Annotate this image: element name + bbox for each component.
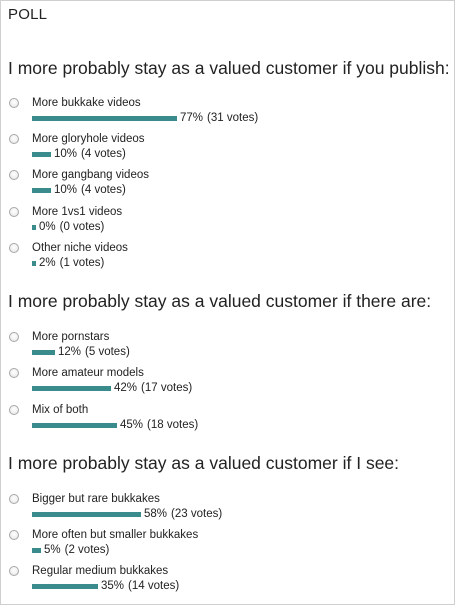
result-bar bbox=[32, 152, 51, 157]
poll-question-1: I more probably stay as a valued custome… bbox=[8, 58, 450, 78]
result-row: 2% (1 votes) bbox=[32, 257, 104, 270]
result-percent: 10% bbox=[54, 148, 78, 160]
radio-button[interactable] bbox=[9, 243, 19, 253]
result-percent: 12% bbox=[58, 346, 82, 358]
result-votes: (0 votes) bbox=[59, 221, 105, 233]
result-votes: (17 votes) bbox=[141, 382, 193, 394]
result-percent: 45% bbox=[120, 419, 144, 431]
result-bar bbox=[32, 386, 111, 391]
result-votes: (4 votes) bbox=[81, 184, 126, 196]
option-label[interactable]: More gangbang videos bbox=[32, 169, 149, 181]
result-votes: (14 votes) bbox=[128, 580, 180, 592]
poll-2-option-1: More pornstars 12% (5 votes) bbox=[1, 331, 454, 367]
result-percent: 77% bbox=[180, 112, 204, 124]
result-bar bbox=[32, 548, 41, 553]
radio-button[interactable] bbox=[9, 207, 19, 217]
result-percent: 0% bbox=[39, 221, 56, 233]
option-label[interactable]: Other niche videos bbox=[32, 242, 128, 254]
result-bar bbox=[32, 512, 141, 517]
poll-2-option-3: Mix of both 45% (18 votes) bbox=[1, 404, 454, 440]
poll-1-option-4: More 1vs1 videos 0% (0 votes) bbox=[1, 206, 454, 242]
poll-1-option-3: More gangbang videos 10% (4 votes) bbox=[1, 169, 454, 205]
result-percent: 42% bbox=[114, 382, 138, 394]
result-votes: (1 votes) bbox=[59, 257, 105, 269]
poll-2-option-2: More amateur models 42% (17 votes) bbox=[1, 367, 454, 403]
option-label[interactable]: More pornstars bbox=[32, 331, 110, 343]
poll-3-option-1: Bigger but rare bukkakes 58% (23 votes) bbox=[1, 493, 454, 529]
poll-question-2: I more probably stay as a valued custome… bbox=[8, 291, 432, 311]
option-label[interactable]: Bigger but rare bukkakes bbox=[32, 493, 160, 505]
result-percent: 10% bbox=[54, 184, 78, 196]
result-votes: (5 votes) bbox=[85, 346, 130, 358]
result-row: 12% (5 votes) bbox=[32, 346, 130, 359]
result-bar bbox=[32, 188, 51, 193]
option-label[interactable]: More often but smaller bukkakes bbox=[32, 529, 199, 541]
result-row: 0% (0 votes) bbox=[32, 221, 104, 234]
result-bar bbox=[32, 116, 177, 121]
result-bar bbox=[32, 225, 36, 230]
radio-button[interactable] bbox=[9, 98, 19, 108]
radio-button[interactable] bbox=[9, 368, 19, 378]
result-row: 5% (2 votes) bbox=[32, 544, 109, 557]
radio-button[interactable] bbox=[9, 405, 19, 415]
result-row: 10% (4 votes) bbox=[32, 184, 126, 197]
result-bar bbox=[32, 350, 55, 355]
result-percent: 58% bbox=[144, 508, 168, 520]
result-row: 42% (17 votes) bbox=[32, 382, 192, 395]
option-label[interactable]: More amateur models bbox=[32, 367, 144, 379]
poll-1-option-1: More bukkake videos 77% (31 votes) bbox=[1, 97, 454, 133]
result-votes: (4 votes) bbox=[81, 148, 126, 160]
result-percent: 35% bbox=[101, 580, 125, 592]
result-percent: 2% bbox=[39, 257, 56, 269]
result-votes: (23 votes) bbox=[171, 508, 223, 520]
radio-button[interactable] bbox=[9, 530, 19, 540]
radio-button[interactable] bbox=[9, 170, 19, 180]
poll-3-option-2: More often but smaller bukkakes 5% (2 vo… bbox=[1, 529, 454, 565]
radio-button[interactable] bbox=[9, 134, 19, 144]
option-label[interactable]: Mix of both bbox=[32, 404, 89, 416]
option-label[interactable]: More 1vs1 videos bbox=[32, 206, 123, 218]
result-bar bbox=[32, 584, 98, 589]
result-votes: (18 votes) bbox=[147, 419, 199, 431]
result-row: 45% (18 votes) bbox=[32, 419, 198, 432]
result-row: 77% (31 votes) bbox=[32, 112, 258, 125]
result-percent: 5% bbox=[44, 544, 61, 556]
result-row: 10% (4 votes) bbox=[32, 148, 126, 161]
option-label[interactable]: Regular medium bukkakes bbox=[32, 565, 169, 577]
result-bar bbox=[32, 423, 117, 428]
option-label[interactable]: More gloryhole videos bbox=[32, 133, 145, 145]
widget-title: POLL bbox=[8, 6, 48, 23]
poll-question-3: I more probably stay as a valued custome… bbox=[8, 453, 400, 473]
poll-1-option-5: Other niche videos 2% (1 votes) bbox=[1, 242, 454, 278]
poll-3-option-3: Regular medium bukkakes 35% (14 votes) bbox=[1, 565, 454, 601]
result-votes: (2 votes) bbox=[64, 544, 110, 556]
radio-button[interactable] bbox=[9, 332, 19, 342]
result-row: 58% (23 votes) bbox=[32, 508, 222, 521]
result-bar bbox=[32, 261, 36, 266]
radio-button[interactable] bbox=[9, 566, 19, 576]
poll-1-option-2: More gloryhole videos 10% (4 votes) bbox=[1, 133, 454, 169]
result-row: 35% (14 votes) bbox=[32, 580, 179, 593]
result-votes: (31 votes) bbox=[207, 112, 259, 124]
option-label[interactable]: More bukkake videos bbox=[32, 97, 141, 109]
radio-button[interactable] bbox=[9, 494, 19, 504]
